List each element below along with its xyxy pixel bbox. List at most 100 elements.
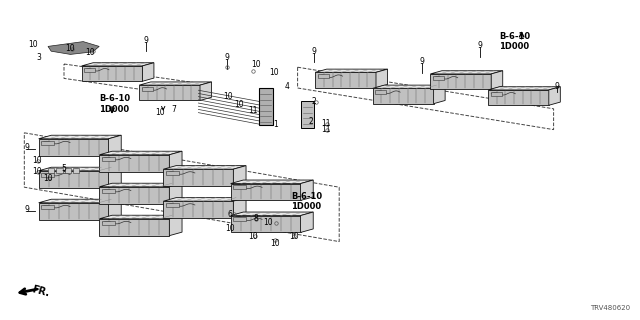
Polygon shape xyxy=(170,215,182,236)
FancyBboxPatch shape xyxy=(166,171,179,175)
FancyBboxPatch shape xyxy=(41,205,54,209)
Polygon shape xyxy=(38,171,109,188)
Polygon shape xyxy=(99,151,182,155)
FancyBboxPatch shape xyxy=(233,218,246,221)
Polygon shape xyxy=(82,66,142,81)
Polygon shape xyxy=(38,167,121,171)
Polygon shape xyxy=(38,135,121,139)
Polygon shape xyxy=(99,219,170,236)
Polygon shape xyxy=(200,82,211,100)
Text: 10: 10 xyxy=(225,224,236,233)
Text: 9: 9 xyxy=(24,143,29,152)
Polygon shape xyxy=(99,187,170,204)
Text: 10: 10 xyxy=(251,60,261,68)
Text: 11: 11 xyxy=(249,106,258,115)
Polygon shape xyxy=(38,139,109,156)
Polygon shape xyxy=(430,71,503,74)
FancyBboxPatch shape xyxy=(433,76,444,80)
Text: 7: 7 xyxy=(172,105,177,114)
Polygon shape xyxy=(301,212,313,232)
Text: 10: 10 xyxy=(32,156,42,164)
Polygon shape xyxy=(109,135,121,156)
Polygon shape xyxy=(99,215,182,219)
Text: 10: 10 xyxy=(248,232,258,241)
Text: 10: 10 xyxy=(65,44,76,52)
Text: 9: 9 xyxy=(420,57,425,66)
FancyBboxPatch shape xyxy=(84,68,95,72)
FancyBboxPatch shape xyxy=(233,186,246,189)
Polygon shape xyxy=(372,85,445,88)
Polygon shape xyxy=(230,180,313,184)
Text: 10: 10 xyxy=(32,167,42,176)
Polygon shape xyxy=(430,74,492,89)
Text: 9: 9 xyxy=(24,205,29,214)
Polygon shape xyxy=(488,90,549,105)
Polygon shape xyxy=(163,166,246,169)
FancyBboxPatch shape xyxy=(318,74,329,78)
FancyBboxPatch shape xyxy=(73,168,79,173)
Text: 10: 10 xyxy=(234,100,244,109)
Text: 10: 10 xyxy=(28,40,38,49)
FancyBboxPatch shape xyxy=(375,90,387,94)
Polygon shape xyxy=(140,82,211,85)
Text: 10: 10 xyxy=(43,174,53,183)
Text: FR.: FR. xyxy=(31,285,51,299)
Polygon shape xyxy=(82,63,154,66)
Polygon shape xyxy=(163,169,234,186)
Polygon shape xyxy=(99,155,170,172)
Polygon shape xyxy=(109,167,121,188)
Text: 11: 11 xyxy=(322,125,331,134)
Polygon shape xyxy=(234,198,246,218)
Polygon shape xyxy=(48,42,99,54)
FancyBboxPatch shape xyxy=(142,87,153,91)
Text: 10: 10 xyxy=(289,232,300,241)
Text: 10: 10 xyxy=(270,239,280,248)
FancyBboxPatch shape xyxy=(48,168,54,173)
FancyBboxPatch shape xyxy=(102,157,115,161)
Text: B-6-10
1D000: B-6-10 1D000 xyxy=(291,192,323,211)
FancyBboxPatch shape xyxy=(491,92,502,96)
Polygon shape xyxy=(163,201,234,218)
Polygon shape xyxy=(99,183,182,187)
Text: 9: 9 xyxy=(311,47,316,56)
Text: 9: 9 xyxy=(143,36,148,44)
Text: 10: 10 xyxy=(223,92,233,101)
Text: B-6-10
1D000: B-6-10 1D000 xyxy=(99,94,131,114)
FancyBboxPatch shape xyxy=(56,168,63,173)
Text: 9: 9 xyxy=(554,82,559,91)
Polygon shape xyxy=(140,85,200,100)
Text: 6: 6 xyxy=(228,210,233,219)
Text: 10: 10 xyxy=(269,68,279,76)
Polygon shape xyxy=(230,216,301,232)
Polygon shape xyxy=(170,183,182,204)
Polygon shape xyxy=(488,87,561,90)
Polygon shape xyxy=(316,72,376,88)
Polygon shape xyxy=(38,199,121,203)
Polygon shape xyxy=(301,180,313,200)
FancyBboxPatch shape xyxy=(166,203,179,207)
Polygon shape xyxy=(492,71,503,89)
Text: 8: 8 xyxy=(253,214,259,223)
Text: 9: 9 xyxy=(225,53,230,62)
FancyBboxPatch shape xyxy=(259,88,273,125)
Polygon shape xyxy=(372,88,434,104)
Text: 4: 4 xyxy=(284,82,289,91)
Text: 9: 9 xyxy=(477,41,483,50)
FancyBboxPatch shape xyxy=(41,173,54,177)
Text: 2: 2 xyxy=(311,97,316,106)
Polygon shape xyxy=(170,151,182,172)
FancyBboxPatch shape xyxy=(301,101,314,128)
Text: B-6-10
1D000: B-6-10 1D000 xyxy=(499,32,531,51)
Text: 10: 10 xyxy=(84,48,95,57)
Polygon shape xyxy=(549,87,561,105)
Polygon shape xyxy=(142,63,154,81)
Polygon shape xyxy=(109,199,121,220)
FancyBboxPatch shape xyxy=(41,141,54,145)
Text: 10: 10 xyxy=(155,108,165,117)
Text: 10: 10 xyxy=(262,218,273,227)
Polygon shape xyxy=(316,69,388,72)
Text: 5: 5 xyxy=(61,164,67,172)
Text: 11: 11 xyxy=(322,119,331,128)
Polygon shape xyxy=(376,69,388,88)
Polygon shape xyxy=(38,203,109,220)
